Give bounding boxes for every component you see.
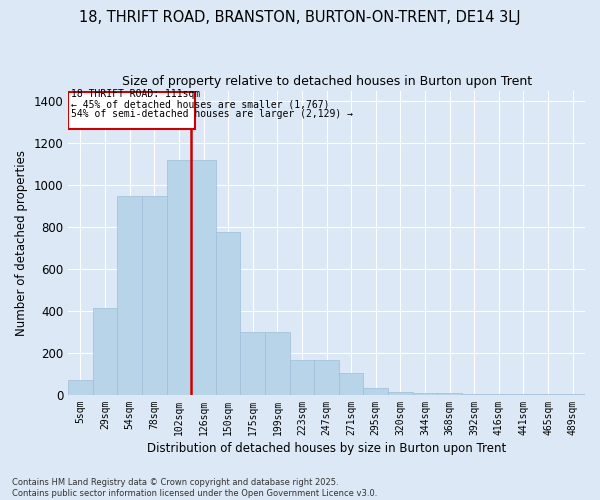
Bar xyxy=(118,196,142,395)
Bar xyxy=(68,92,195,129)
Bar xyxy=(413,393,437,395)
Bar xyxy=(314,360,339,395)
Bar xyxy=(560,394,585,395)
Bar xyxy=(536,394,560,395)
Y-axis label: Number of detached properties: Number of detached properties xyxy=(15,150,28,336)
Text: 18 THRIFT ROAD: 111sqm: 18 THRIFT ROAD: 111sqm xyxy=(71,90,200,100)
Bar xyxy=(462,394,487,395)
Bar xyxy=(364,388,388,395)
Bar xyxy=(142,196,167,395)
Bar xyxy=(388,392,413,395)
Title: Size of property relative to detached houses in Burton upon Trent: Size of property relative to detached ho… xyxy=(122,75,532,88)
Text: Contains HM Land Registry data © Crown copyright and database right 2025.
Contai: Contains HM Land Registry data © Crown c… xyxy=(12,478,377,498)
Text: 18, THRIFT ROAD, BRANSTON, BURTON-ON-TRENT, DE14 3LJ: 18, THRIFT ROAD, BRANSTON, BURTON-ON-TRE… xyxy=(79,10,521,25)
Bar xyxy=(339,373,364,395)
Bar xyxy=(437,393,462,395)
Bar xyxy=(167,160,191,395)
Bar xyxy=(93,308,118,395)
Bar xyxy=(511,394,536,395)
Bar xyxy=(290,360,314,395)
Bar xyxy=(68,380,93,395)
Bar xyxy=(487,394,511,395)
Bar xyxy=(265,332,290,395)
X-axis label: Distribution of detached houses by size in Burton upon Trent: Distribution of detached houses by size … xyxy=(147,442,506,455)
Text: ← 45% of detached houses are smaller (1,767): ← 45% of detached houses are smaller (1,… xyxy=(71,100,329,110)
Text: 54% of semi-detached houses are larger (2,129) →: 54% of semi-detached houses are larger (… xyxy=(71,109,353,119)
Bar xyxy=(191,160,216,395)
Bar xyxy=(241,332,265,395)
Bar xyxy=(216,232,241,395)
